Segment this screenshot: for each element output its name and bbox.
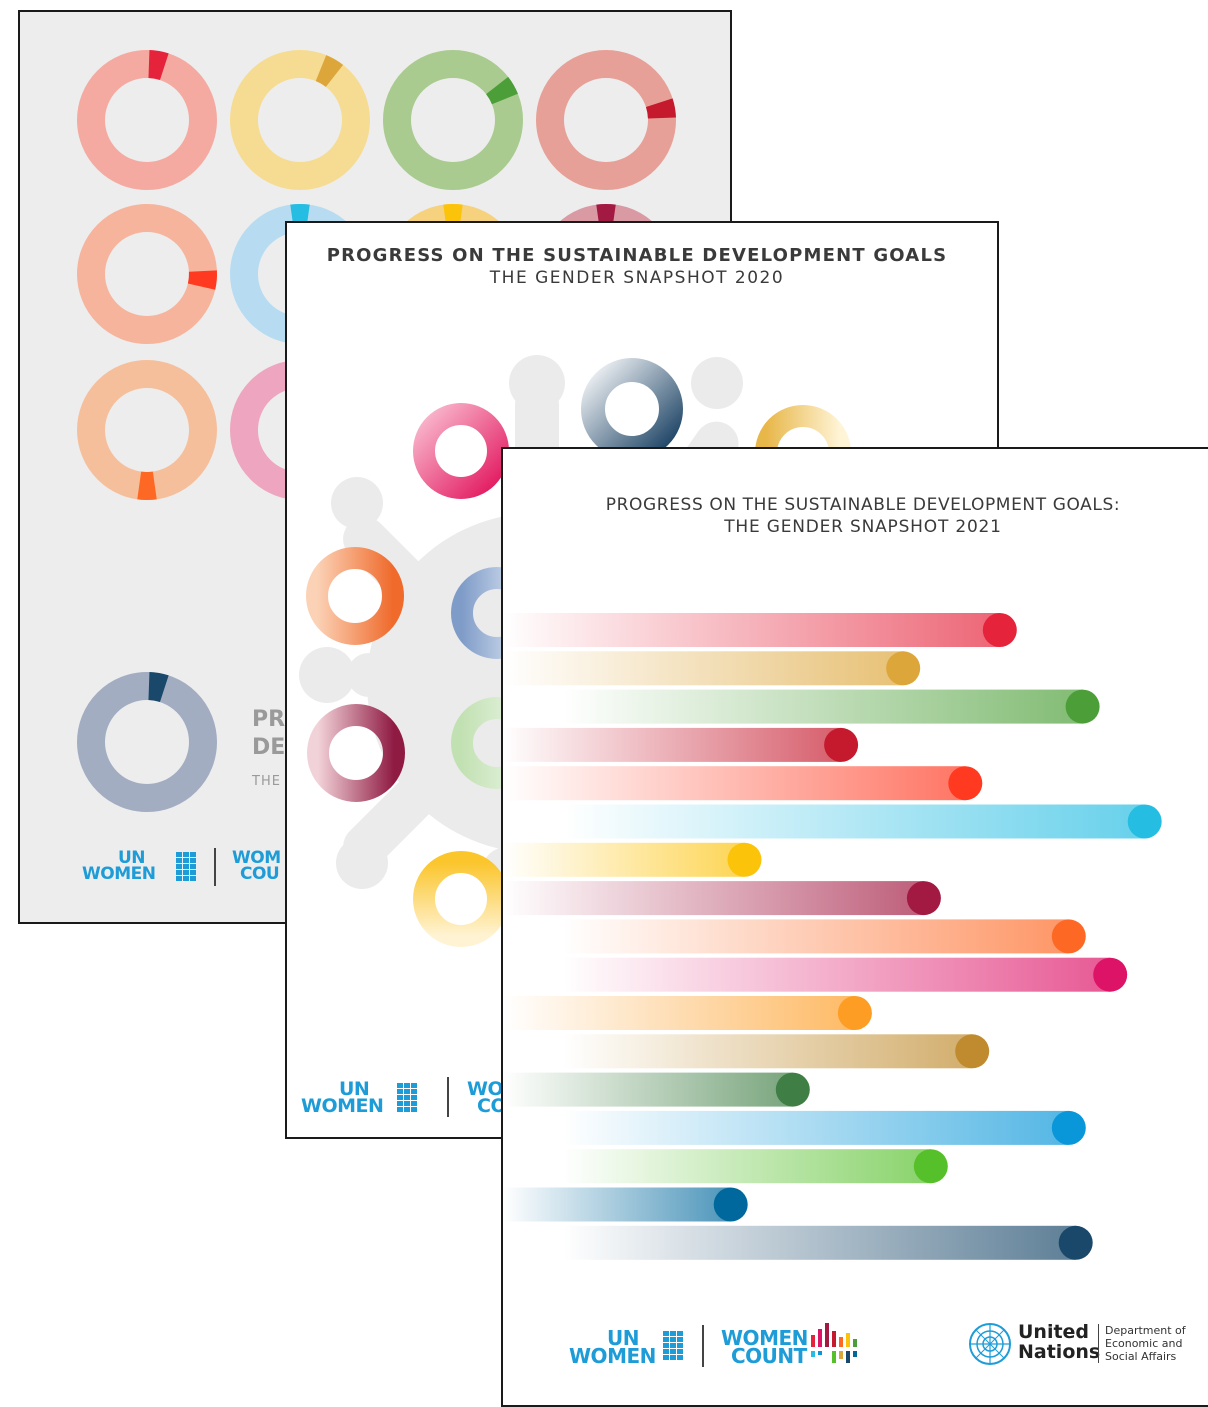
sdg-bar — [503, 1072, 793, 1107]
sdg-bar — [563, 1110, 1069, 1145]
sdg-bar — [563, 1149, 931, 1184]
women-count-logo-partial: WOM COU — [232, 848, 281, 884]
sdg-bar — [563, 689, 1083, 724]
women-count-logo: WOMEN COUNT — [721, 1326, 808, 1368]
sdg-bar — [503, 766, 966, 801]
sdg-bar — [503, 651, 904, 686]
donut-accent — [187, 270, 217, 290]
sdg-bar-end-dot — [1058, 1225, 1093, 1260]
un-women-block-icon — [663, 1331, 683, 1360]
un-women-block-icon — [176, 852, 196, 881]
donut-ring — [383, 50, 523, 190]
women-count-logo-partial: WO CO — [467, 1078, 507, 1117]
sdg-bar-end-dot — [1093, 957, 1128, 992]
un-women-logo: UN WOMEN — [82, 848, 156, 884]
donut-ring — [77, 672, 217, 812]
sdg-bar — [503, 842, 745, 877]
cover-gender-snapshot-2021[interactable]: PROGRESS ON THE SUSTAINABLE DEVELOPMENT … — [501, 447, 1208, 1407]
women-count-bars-icon — [811, 1323, 857, 1363]
logo-divider — [702, 1325, 704, 1367]
donut-accent — [290, 204, 310, 233]
sdg-bar-end-dot — [913, 1149, 948, 1184]
donut-ring — [77, 50, 217, 190]
donut-accent — [315, 55, 344, 88]
sdg-bars — [503, 613, 1162, 1260]
desa-label: Department of Economic and Social Affair… — [1098, 1324, 1186, 1363]
sdg-bar-end-dot — [906, 881, 941, 916]
cover-title: PROGRESS ON THE SUSTAINABLE DEVELOPMENT … — [287, 245, 997, 288]
sdg-bar-end-dot — [982, 613, 1017, 647]
title-line-2: THE GENDER SNAPSHOT 2021 — [724, 517, 1002, 537]
donut-accent — [596, 204, 616, 233]
un-emblem-icon — [969, 1323, 1011, 1365]
donut-accent — [485, 76, 518, 105]
sdg-bar — [503, 1187, 731, 1222]
sdg-bar-end-dot — [713, 1187, 748, 1222]
un-women-logo: UN WOMEN — [301, 1078, 384, 1117]
sdg-bar-end-dot — [727, 842, 762, 877]
cover-title: PROGRESS ON THE SUSTAINABLE DEVELOPMENT … — [503, 495, 1208, 537]
sdg-bar — [503, 881, 924, 916]
sdg-bar-end-dot — [1065, 689, 1100, 724]
title-line-1: PROGRESS ON THE SUSTAINABLE DEVELOPMENT … — [605, 495, 1121, 515]
title-line-2: THE GENDER SNAPSHOT 2020 — [489, 268, 785, 288]
partial-subtitle: THE — [252, 774, 281, 789]
sdg-bar-end-dot — [775, 1072, 810, 1107]
title-line-1: PROGRESS ON THE SUSTAINABLE DEVELOPMENT … — [326, 245, 948, 266]
sdg-bar-end-dot — [824, 727, 859, 762]
un-name-logo: United Nations — [1018, 1321, 1101, 1363]
sdg-bar-end-dot — [1051, 919, 1086, 954]
sdg-bar-end-dot — [1051, 1110, 1086, 1145]
partial-title: PR DE — [252, 707, 286, 760]
sdg-bar — [563, 919, 1069, 954]
donut-accent — [443, 204, 463, 233]
sdg-bar-end-dot — [1127, 804, 1162, 839]
donut-ring — [77, 360, 217, 500]
sdg-bar-end-dot — [948, 766, 983, 801]
sdg-bar — [563, 1225, 1076, 1260]
donut-accent — [147, 50, 169, 81]
un-women-block-icon — [397, 1083, 417, 1112]
donut-ring — [536, 50, 676, 190]
sdg-bar — [503, 727, 842, 762]
donut-ring — [77, 204, 217, 344]
logo-divider — [447, 1077, 449, 1117]
donut-accent — [137, 471, 157, 500]
logo-divider — [214, 848, 216, 886]
sdg-bar-end-dot — [837, 996, 872, 1030]
donut-accent — [147, 672, 169, 703]
sdg-bar — [563, 1034, 973, 1069]
donut-accent — [645, 98, 676, 120]
sdg-bar — [563, 957, 1111, 992]
sdg-bar-end-dot — [886, 651, 921, 686]
sdg-bar-end-dot — [955, 1034, 990, 1069]
sdg-bar — [503, 996, 855, 1030]
donut-ring — [230, 50, 370, 190]
sdg-bar — [503, 613, 1000, 647]
un-women-logo: UN WOMEN — [569, 1326, 656, 1368]
sdg-bar — [563, 804, 1145, 839]
